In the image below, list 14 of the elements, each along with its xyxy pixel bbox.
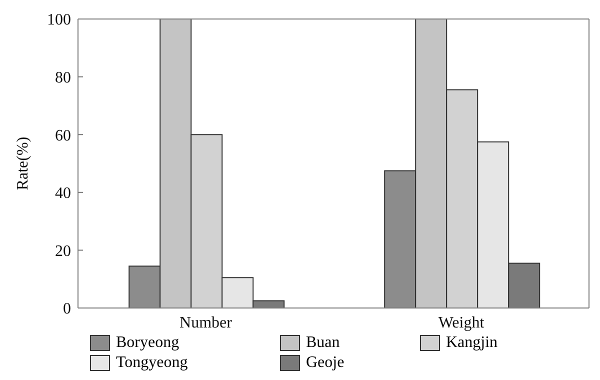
legend-label: Kangjin xyxy=(446,334,498,352)
y-tick-label: 20 xyxy=(55,242,71,260)
y-tick-label: 100 xyxy=(47,12,71,29)
x-tick-label: Weight xyxy=(438,314,485,332)
y-tick-label: 60 xyxy=(55,127,71,144)
y-tick-label: 0 xyxy=(63,300,71,318)
y-tick-label: 40 xyxy=(55,185,71,202)
legend-label: Boryeong xyxy=(116,334,180,352)
legend-label: Buan xyxy=(306,334,340,352)
legend-label: Tongyeong xyxy=(116,354,188,372)
y-tick-label: 80 xyxy=(55,69,71,86)
y-axis-title: Rate(%) xyxy=(14,136,32,190)
x-tick-label: Number xyxy=(180,314,233,332)
legend-label: Geoje xyxy=(306,354,344,372)
